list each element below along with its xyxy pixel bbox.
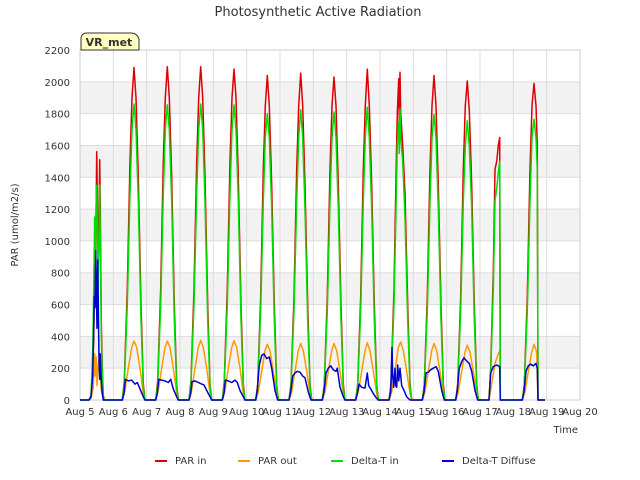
y-tick-label: 2200	[45, 46, 70, 57]
x-tick-label: Aug 11	[262, 407, 297, 418]
legend: PAR in PAR out Delta-T in Delta-T Diffuse	[155, 456, 536, 467]
x-tick-label: Aug 20	[562, 407, 597, 418]
x-tick-label: Aug 6	[99, 407, 128, 418]
x-tick-label: Aug 5	[65, 407, 94, 418]
x-tick-label: Aug 12	[296, 407, 331, 418]
legend-label: PAR in	[175, 456, 206, 467]
y-tick-label: 1800	[45, 110, 70, 121]
y-tick-label: 1200	[45, 205, 70, 216]
y-tick-label: 1000	[45, 237, 70, 248]
legend-label: PAR out	[258, 456, 297, 467]
y-tick-label: 600	[51, 301, 70, 312]
x-axis-label: Time	[553, 425, 578, 436]
x-tick-label: Aug 9	[199, 407, 228, 418]
series-lines	[80, 65, 545, 401]
x-tick-label: Aug 13	[329, 407, 364, 418]
vr-met-badge: VR_met	[80, 32, 140, 51]
x-tick-label: Aug 17	[462, 407, 497, 418]
plot-band	[80, 81, 580, 114]
legend-label: Delta-T in	[351, 456, 399, 467]
badge-shape	[80, 32, 140, 51]
x-tick-label: Aug 10	[229, 407, 264, 418]
x-tick-label: Aug 14	[362, 407, 397, 418]
y-axis-ticks: 0 200 400 600 800 1000 1200 1400 1600 1800 2000 220…	[45, 46, 70, 407]
chart-title: Photosynthetic Active Radiation	[215, 5, 422, 20]
plot-frame	[79, 49, 581, 401]
x-tick-label: Aug 16	[429, 407, 464, 418]
legend-label: Delta-T Diffuse	[462, 456, 536, 467]
x-tick-label: Aug 18	[496, 407, 531, 418]
y-tick-label: 400	[51, 332, 70, 343]
gridlines	[79, 49, 581, 401]
y-tick-label: 200	[51, 364, 70, 375]
x-tick-label: Aug 19	[529, 407, 564, 418]
series-line-delta-t-in	[80, 103, 545, 401]
y-tick-label: 1400	[45, 173, 70, 184]
x-tick-label: Aug 15	[396, 407, 431, 418]
y-tick-label: 2000	[45, 78, 70, 89]
series-line-delta-t-diffuse	[80, 249, 545, 401]
plot-band	[80, 272, 580, 305]
y-tick-label: 1600	[45, 141, 70, 152]
y-tick-label: 800	[51, 269, 70, 280]
badge-label: VR_met	[86, 36, 133, 49]
y-tick-label: 0	[64, 396, 70, 407]
y-axis-label: PAR (umol/m2/s)	[10, 183, 21, 266]
x-tick-label: Aug 8	[165, 407, 194, 418]
x-tick-label: Aug 7	[132, 407, 161, 418]
